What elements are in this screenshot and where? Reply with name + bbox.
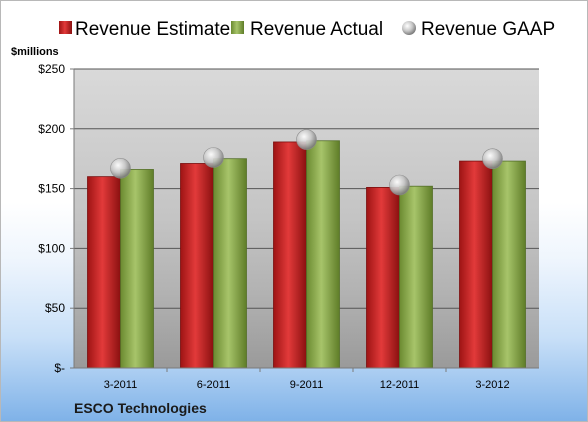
y-axis-ticks: $- $50 $100 $150 $200 $250	[38, 62, 74, 375]
y-tick-label: $50	[45, 301, 65, 315]
bar-revenue-estimate	[180, 163, 214, 369]
legend-swatch-revenue-estimate	[59, 21, 72, 34]
marker-revenue-gaap	[389, 174, 410, 196]
legend-swatch-revenue-gaap	[402, 21, 416, 35]
y-axis-unit-label: $millions	[11, 46, 59, 58]
legend-swatch-revenue-actual	[231, 21, 244, 34]
y-tick-label: $150	[38, 182, 65, 196]
legend-item-revenue-gaap: Revenue GAAP	[402, 19, 555, 40]
x-tick-label: 9-2011	[290, 379, 323, 391]
x-tick-label: 3-2011	[104, 379, 137, 391]
y-tick-label: $100	[38, 241, 65, 255]
legend-item-revenue-actual: Revenue Actual	[231, 19, 383, 40]
y-tick-label: $200	[38, 122, 65, 136]
legend-label-revenue-gaap: Revenue GAAP	[421, 19, 555, 40]
bar-revenue-actual	[120, 169, 154, 369]
marker-revenue-gaap	[110, 157, 131, 179]
bar-revenue-actual	[213, 158, 247, 369]
bar-revenue-estimate	[459, 160, 493, 369]
y-tick-label: $250	[38, 62, 65, 76]
company-name: ESCO Technologies	[74, 400, 207, 416]
x-tick-label: 12-2011	[380, 379, 420, 391]
legend-item-revenue-estimate: Revenue Estimate	[59, 19, 230, 40]
y-tick-label: $-	[54, 361, 65, 375]
bar-revenue-actual	[306, 140, 340, 369]
x-axis-ticks: 3-2011 6-2011 9-2011 12-2011 3-2012	[104, 368, 510, 391]
bars	[87, 140, 526, 369]
bar-revenue-estimate	[87, 176, 121, 369]
marker-revenue-gaap	[482, 148, 503, 169]
bar-revenue-actual	[399, 185, 433, 369]
marker-revenue-gaap	[203, 147, 224, 168]
bar-revenue-estimate	[366, 187, 400, 369]
legend: Revenue Estimate Revenue Actual Revenue …	[59, 19, 555, 40]
legend-label-revenue-actual: Revenue Actual	[250, 19, 383, 40]
x-tick-label: 3-2012	[475, 379, 509, 391]
bar-revenue-estimate	[273, 141, 307, 369]
bar-revenue-actual	[492, 160, 526, 369]
marker-revenue-gaap	[296, 129, 317, 150]
legend-label-revenue-estimate: Revenue Estimate	[75, 19, 230, 40]
markers	[110, 129, 503, 196]
x-tick-label: 6-2011	[197, 379, 230, 391]
